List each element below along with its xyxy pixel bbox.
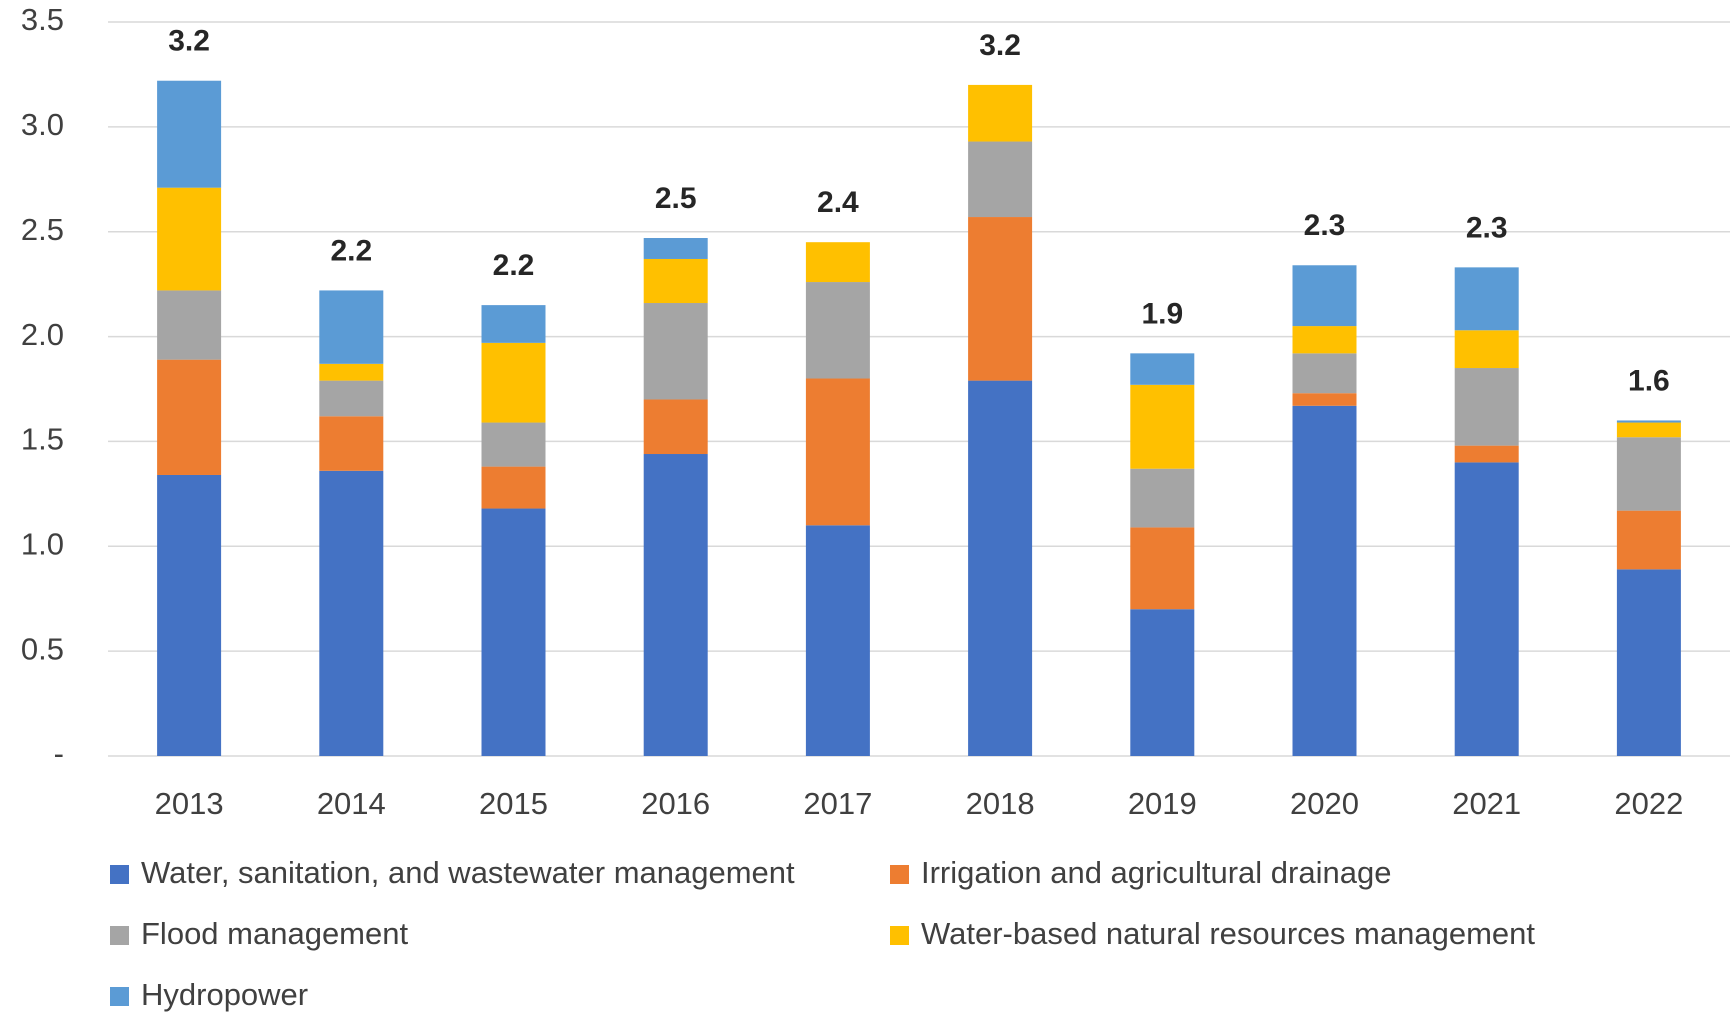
total-label: 2.2 — [493, 249, 535, 282]
bar-segment — [643, 399, 708, 455]
y-tick-label: 3.5 — [21, 2, 64, 37]
legend-swatch — [890, 865, 909, 884]
legend-swatch — [110, 987, 129, 1006]
bar-segment — [1616, 569, 1681, 756]
x-tick-label: 2013 — [155, 786, 224, 821]
bar-segment — [481, 305, 546, 343]
bar-segment — [643, 454, 708, 756]
total-label: 3.2 — [168, 25, 210, 58]
total-label: 2.4 — [817, 186, 859, 219]
x-tick-label: 2015 — [479, 786, 548, 821]
y-tick-label: 3.0 — [21, 107, 64, 142]
total-label: 2.5 — [655, 182, 697, 215]
total-label: 2.2 — [330, 234, 372, 267]
bar-segment — [1454, 330, 1519, 369]
bar-segment — [157, 474, 222, 756]
bar-segment — [481, 466, 546, 509]
bar-segment — [805, 242, 870, 283]
legend-label: Hydropower — [141, 977, 308, 1012]
bar-segment — [157, 187, 222, 291]
x-tick-label: 2017 — [803, 786, 872, 821]
bar-segment — [968, 380, 1033, 756]
bar-segment — [805, 282, 870, 379]
legend-swatch — [890, 926, 909, 945]
total-label: 2.3 — [1466, 211, 1508, 244]
bar-segment — [1454, 267, 1519, 331]
bar-segment — [1130, 384, 1195, 469]
total-label: 3.2 — [979, 29, 1021, 62]
x-tick-label: 2022 — [1614, 786, 1683, 821]
legend-swatch — [110, 926, 129, 945]
total-label: 2.3 — [1304, 209, 1346, 242]
bar-segment — [968, 217, 1033, 381]
y-tick-label: 0.5 — [21, 631, 64, 666]
bar-segment — [1292, 405, 1357, 756]
bar-segment — [319, 290, 384, 364]
bar-segment — [1130, 609, 1195, 756]
bar-segment — [968, 141, 1033, 218]
bar-segment — [1616, 422, 1681, 438]
y-tick-label: 2.5 — [21, 212, 64, 247]
bar-segment — [1616, 437, 1681, 511]
bar-segment — [643, 238, 708, 259]
x-tick-label: 2020 — [1290, 786, 1359, 821]
bar-segment — [1130, 468, 1195, 528]
legend-label: Water, sanitation, and wastewater manage… — [141, 855, 795, 890]
y-tick-label: 1.5 — [21, 422, 64, 457]
bar-segment — [157, 290, 222, 360]
x-tick-label: 2018 — [966, 786, 1035, 821]
bar-segment — [968, 84, 1033, 142]
legend-label: Water-based natural resources management — [921, 916, 1535, 951]
bar-segment — [319, 363, 384, 381]
bar-segment — [319, 416, 384, 471]
bar-segment — [481, 342, 546, 423]
bar-segment — [1616, 420, 1681, 423]
bar-segment — [319, 380, 384, 417]
total-label: 1.6 — [1628, 364, 1670, 397]
bar-segment — [1130, 527, 1195, 610]
bar-segment — [157, 359, 222, 475]
bar-segment — [319, 470, 384, 756]
bar-segment — [805, 378, 870, 526]
bar-segment — [1454, 462, 1519, 756]
bar-segment — [643, 303, 708, 400]
legend-label: Irrigation and agricultural drainage — [921, 855, 1391, 890]
bar-segment — [1454, 445, 1519, 463]
y-tick-label: 2.0 — [21, 317, 64, 352]
x-tick-label: 2019 — [1128, 786, 1197, 821]
y-tick-label: 1.0 — [21, 526, 64, 561]
bar-segment — [1616, 510, 1681, 570]
x-tick-label: 2021 — [1452, 786, 1521, 821]
legend-swatch — [110, 865, 129, 884]
bar-segment — [1292, 353, 1357, 394]
bar-segment — [643, 258, 708, 304]
bar-segment — [157, 80, 222, 188]
bar-segment — [1292, 326, 1357, 354]
bar-segment — [1292, 393, 1357, 406]
bar-segment — [1292, 265, 1357, 327]
x-tick-label: 2016 — [641, 786, 710, 821]
bar-segment — [805, 525, 870, 756]
y-tick-label: - — [54, 736, 64, 771]
bar-segment — [481, 422, 546, 467]
legend-label: Flood management — [141, 916, 408, 951]
total-label: 1.9 — [1141, 297, 1183, 330]
bar-segment — [1454, 368, 1519, 446]
x-tick-label: 2014 — [317, 786, 386, 821]
bar-segment — [1130, 353, 1195, 385]
bar-segment — [481, 508, 546, 756]
